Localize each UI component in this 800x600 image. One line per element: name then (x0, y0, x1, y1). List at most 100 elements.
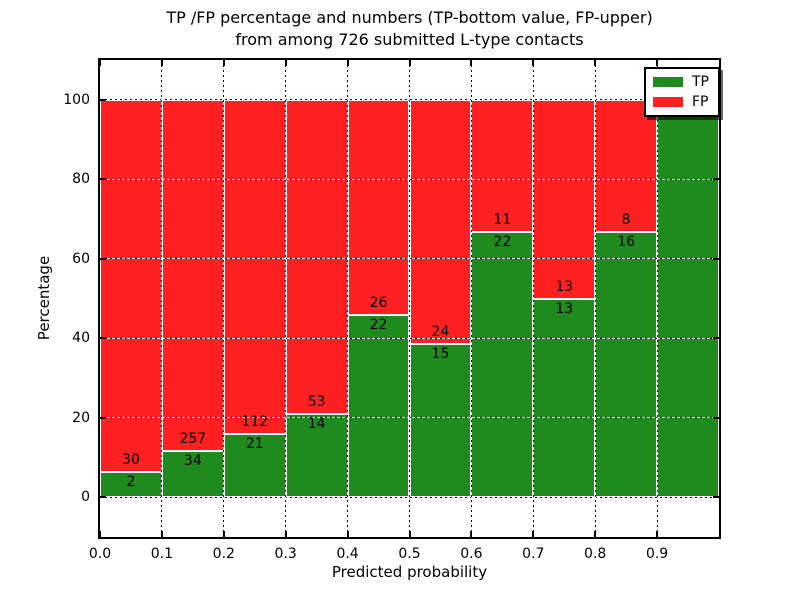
bar-segment-tp (347, 315, 410, 498)
x-gridline (285, 60, 287, 537)
bar-segment-fp (347, 99, 410, 316)
y-tick-label: 100 (63, 91, 90, 108)
x-tick-top (222, 60, 225, 66)
legend: TP FP (644, 67, 720, 117)
x-tick-label: 0.7 (522, 546, 545, 562)
y-tick-right (713, 178, 719, 181)
fp-count-label: 11 (493, 212, 512, 229)
x-gridline (161, 60, 163, 537)
y-tick-right (713, 257, 719, 260)
fp-count-label: 257 (179, 430, 207, 447)
bar-segment-fp (100, 99, 162, 473)
x-tick-top (160, 60, 163, 66)
x-gridline (470, 60, 472, 537)
chart-title-line1: TP /FP percentage and numbers (TP-bottom… (166, 8, 653, 27)
x-tick-bottom (160, 531, 163, 537)
chart-title: TP /FP percentage and numbers (TP-bottom… (100, 7, 719, 51)
x-tick-top (99, 60, 101, 66)
tp-count-label: 34 (183, 452, 202, 469)
bar-segment-fp (533, 99, 596, 299)
chart-title-line2: from among 726 submitted L-type contacts (235, 30, 584, 49)
bar-segment-fp (409, 99, 472, 345)
x-gridline (409, 60, 410, 537)
x-tick-label: 0.3 (274, 546, 297, 562)
y-tick-label: 0 (81, 489, 90, 506)
x-tick-bottom (656, 531, 659, 537)
legend-item: FP (653, 95, 709, 109)
y-tick-left (100, 496, 106, 499)
x-tick-top (408, 60, 411, 66)
y-tick-right (713, 416, 719, 419)
x-tick-bottom (99, 531, 101, 537)
x-tick-top (594, 60, 597, 66)
x-tick-top (532, 60, 535, 66)
x-tick-top (346, 60, 349, 66)
x-tick-bottom (532, 531, 535, 537)
bar-segment-fp (471, 99, 534, 233)
y-tick-label: 80 (72, 171, 90, 188)
bar-segment-tp (533, 298, 596, 498)
x-tick-label: 0.4 (336, 546, 359, 562)
tp-count-label: 2 (126, 474, 136, 491)
fp-count-label: 53 (307, 394, 326, 411)
x-gridline (656, 60, 658, 537)
x-tick-label: 0.5 (398, 546, 421, 562)
y-tick-label: 60 (72, 250, 90, 267)
x-tick-label: 0.2 (212, 546, 235, 562)
y-tick-left (100, 337, 106, 340)
fp-count-label: 112 (241, 414, 269, 431)
legend-label: TP (692, 74, 709, 90)
bar-segment-tp (595, 232, 658, 498)
x-tick-label: 0.6 (460, 546, 483, 562)
x-tick-bottom (470, 531, 473, 537)
fp-count-label: 13 (555, 278, 574, 295)
tp-count-label: 14 (307, 416, 326, 433)
legend-label: FP (692, 94, 709, 110)
fp-count-label: 24 (431, 324, 450, 341)
x-tick-bottom (408, 531, 411, 537)
x-tick-label: 0.9 (645, 546, 669, 562)
x-gridline (347, 60, 349, 537)
x-tick-bottom (222, 531, 225, 537)
bar-segment-fp (223, 99, 286, 435)
tp-count-label: 22 (369, 317, 388, 334)
x-tick-top (470, 60, 473, 66)
fp-count-label: 8 (621, 212, 631, 229)
y-tick-label: 20 (72, 409, 90, 426)
x-gridline (223, 60, 225, 537)
bar-segment-fp (285, 99, 348, 415)
x-tick-bottom (346, 531, 349, 537)
legend-swatch-fp (653, 97, 683, 107)
y-tick-label: 40 (72, 330, 90, 347)
x-gridline (594, 60, 596, 537)
x-tick-top (656, 60, 659, 66)
y-tick-left (100, 257, 106, 260)
x-tick-bottom (284, 531, 287, 537)
y-tick-left (100, 416, 106, 419)
x-tick-label: 0.1 (150, 546, 174, 562)
x-tick-top (284, 60, 287, 66)
x-tick-label: 0.0 (88, 546, 112, 562)
x-tick-label: 0.8 (584, 546, 607, 562)
y-tick-left (100, 98, 106, 101)
tp-count-label: 15 (431, 346, 450, 363)
y-tick-left (100, 178, 106, 181)
tp-count-label: 21 (245, 436, 264, 453)
plot-area: TP FP 2 30 34 257 21 112 14 53 22 26 15 24 22 11 13 13 16… (63, 60, 720, 562)
x-axis-label: Predicted probability (331, 563, 488, 581)
tp-count-label: 22 (493, 234, 512, 251)
fp-count-label: 26 (369, 295, 388, 312)
bar-segment-fp (161, 99, 224, 451)
bar-segment-tp (657, 99, 719, 498)
tp-count-label: 16 (617, 234, 636, 251)
bar-segment-tp (471, 232, 534, 498)
fp-count-label: 30 (122, 452, 140, 469)
x-gridline (532, 60, 534, 537)
y-tick-right (713, 337, 719, 340)
legend-item: TP (653, 75, 709, 89)
x-tick-bottom (594, 531, 597, 537)
tp-count-label: 13 (555, 300, 574, 317)
y-tick-right (713, 496, 719, 499)
legend-swatch-tp (653, 77, 683, 87)
